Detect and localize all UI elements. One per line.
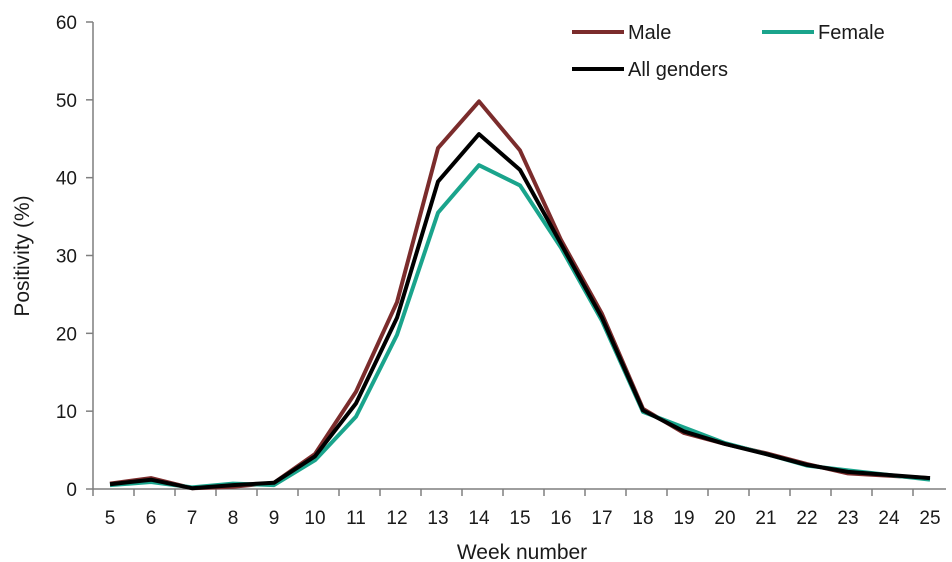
x-tick-label: 21	[755, 508, 776, 529]
x-axis-title: Week number	[457, 541, 587, 562]
x-tick-label: 13	[427, 508, 448, 529]
legend-label-all-genders: All genders	[628, 59, 728, 81]
x-tick-label: 12	[386, 508, 407, 529]
x-tick-label: 16	[550, 508, 571, 529]
series-layer	[109, 99, 931, 491]
legend: Male Female All genders	[572, 22, 885, 81]
x-tick-label: 14	[468, 508, 490, 529]
x-tick-label: 9	[269, 508, 280, 529]
x-tick-label: 5	[105, 508, 116, 529]
x-tick-label: 10	[304, 508, 325, 529]
x-tick-label: 22	[796, 508, 817, 529]
y-tick-label: 20	[56, 324, 77, 345]
series-line-female	[109, 163, 931, 490]
x-tick-label: 6	[146, 508, 157, 529]
x-tick-label: 24	[878, 508, 900, 529]
x-tick-label: 8	[228, 508, 239, 529]
y-tick-label: 50	[56, 91, 77, 112]
x-tick-label: 11	[346, 508, 366, 529]
x-tick-label: 17	[591, 508, 612, 529]
y-tick-label: 10	[56, 402, 77, 423]
x-tick-label: 25	[919, 508, 940, 529]
x-axis: 5 6 7 8 9 10 11 12 13 14 15 16 17 18 19 20 21 22 23 24 25	[92, 488, 946, 529]
x-tick-label: 15	[509, 508, 530, 529]
y-tick-label: 40	[56, 169, 77, 190]
x-tick-label: 20	[714, 508, 735, 529]
x-tick-label: 7	[187, 508, 198, 529]
y-tick-label: 30	[56, 247, 77, 268]
series-line-all-genders	[109, 132, 931, 491]
x-tick-label: 23	[837, 508, 858, 529]
y-tick-label: 0	[66, 480, 77, 501]
legend-label-female: Female	[818, 22, 885, 44]
legend-label-male: Male	[628, 22, 671, 44]
y-axis: 0 10 20 30 40 50 60	[56, 13, 94, 501]
y-tick-label: 60	[56, 13, 77, 34]
x-tick-label: 18	[632, 508, 653, 529]
y-axis-title: Positivity (%)	[11, 195, 34, 316]
x-tick-label: 19	[673, 508, 694, 529]
series-line-male	[109, 99, 931, 491]
